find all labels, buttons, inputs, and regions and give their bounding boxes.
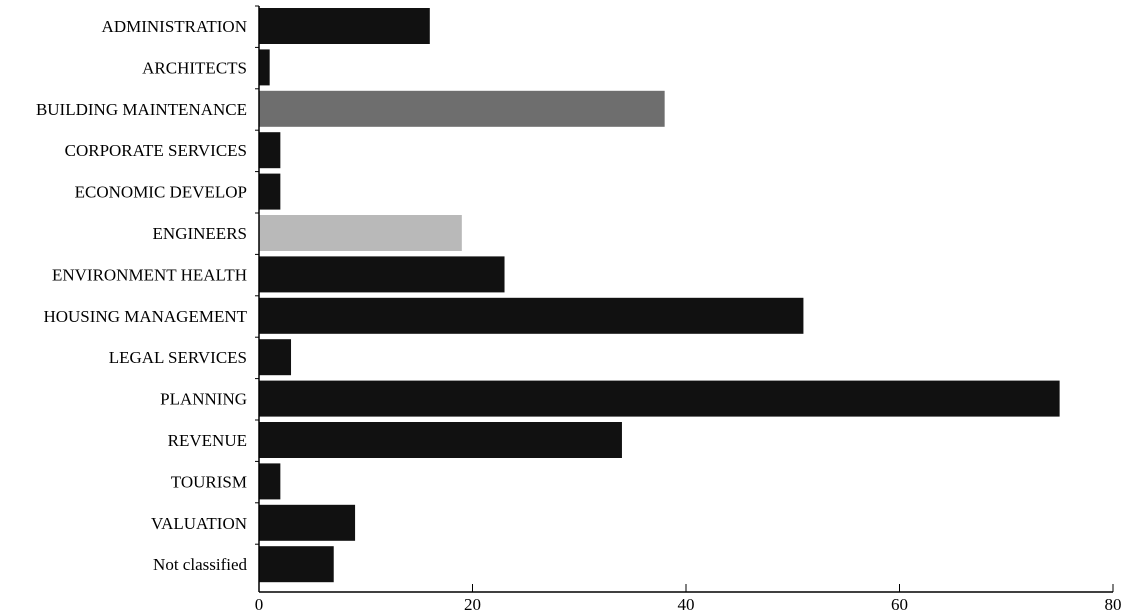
bar (259, 546, 334, 583)
category-label: HOUSING MANAGEMENT (43, 307, 247, 326)
bar (259, 339, 292, 376)
x-tick-label: 60 (891, 595, 908, 614)
bar (259, 463, 281, 500)
category-label: LEGAL SERVICES (109, 348, 247, 367)
category-label: REVENUE (168, 431, 247, 450)
category-label: CORPORATE SERVICES (65, 141, 247, 160)
bar (259, 132, 281, 169)
category-label: BUILDING MAINTENANCE (36, 100, 247, 119)
category-label: ENGINEERS (153, 224, 247, 243)
category-label: ARCHITECTS (142, 58, 247, 77)
category-label: VALUATION (151, 514, 247, 533)
bar (259, 173, 281, 210)
x-tick-label: 40 (678, 595, 695, 614)
bar (259, 215, 462, 251)
bar (259, 380, 1060, 417)
bars-group (259, 8, 1060, 583)
category-label: ADMINISTRATION (102, 17, 247, 36)
category-label: ECONOMIC DEVELOP (75, 183, 247, 202)
category-labels-group: ADMINISTRATION ARCHITECTS BUILDING MAINTEN… (36, 17, 248, 574)
x-ticks-group: 0 20 40 60 80 (255, 584, 1122, 614)
x-tick-label: 20 (464, 595, 481, 614)
x-tick-label: 80 (1105, 595, 1122, 614)
bar (259, 8, 430, 44)
bar (259, 49, 270, 86)
category-label: Not classified (153, 555, 247, 574)
category-label: ENVIRONMENT HEALTH (52, 265, 247, 284)
category-label: PLANNING (160, 390, 247, 409)
bar (259, 90, 665, 127)
x-tick-label: 0 (255, 595, 264, 614)
category-label: TOURISM (171, 472, 247, 491)
bar (259, 256, 505, 293)
bar (259, 504, 356, 541)
bar (259, 422, 622, 458)
bar (259, 297, 804, 334)
